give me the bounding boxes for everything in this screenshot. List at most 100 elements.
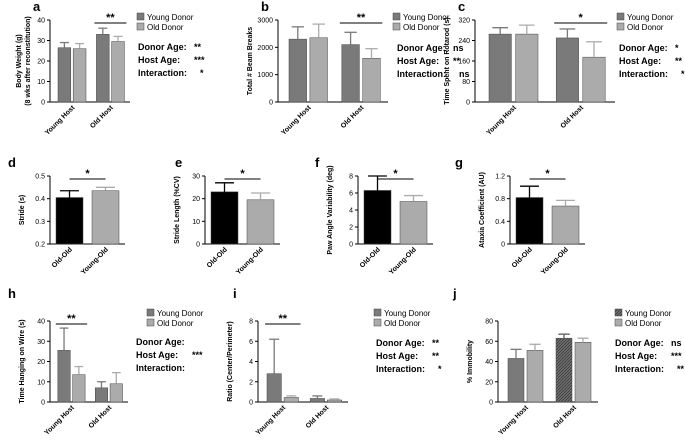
bar-old-old [210, 191, 239, 245]
bar-old-donor [526, 350, 544, 403]
y-axis-label: (8 wks after reconstitution) [25, 16, 32, 105]
y-axis-label: Stride (s) [19, 195, 26, 225]
significance-marker: ** [357, 12, 366, 24]
y-axis-label: Time Hanging on Wire (s) [19, 319, 26, 403]
stat-value: ns [459, 69, 470, 79]
panel-i: i 0 2 4 6 8 Ratio (Center/Perimeter) Young Host… [227, 286, 442, 437]
bar-young-donor [57, 47, 72, 103]
stat-label: Donor Age: [376, 338, 425, 348]
legend-entry: Old Donor [157, 319, 194, 328]
bar-old-donor [515, 33, 539, 103]
x-tick-label: Old-Old [51, 246, 74, 269]
legend-swatch [136, 22, 145, 31]
stat-value: ** [453, 56, 461, 66]
stat-value: * [681, 69, 685, 79]
y-tick-label: 30 [37, 339, 45, 346]
stat-label: Interaction: [619, 69, 668, 79]
y-axis-label: % Immobility [467, 340, 474, 383]
x-tick-label: Young-Old [235, 246, 265, 276]
significance-marker: * [545, 168, 550, 180]
legend-entry: Young Donor [403, 13, 450, 22]
significance-marker: * [85, 168, 90, 180]
legend-swatch [136, 12, 145, 21]
y-tick-label: 0.8 [495, 196, 505, 203]
bar-old-donor [362, 58, 381, 103]
y-tick-label: 0 [196, 242, 200, 249]
panel-letter: i [233, 286, 237, 301]
stat-value: *** [194, 55, 205, 65]
y-tick-label: 320 [458, 18, 470, 25]
stat-label: Interaction: [397, 69, 446, 79]
y-tick-label: 160 [458, 59, 470, 66]
legend-swatch [373, 318, 382, 327]
stat-label: Host Age: [619, 56, 661, 66]
x-tick-label: Old Host [89, 104, 115, 130]
panel-a: a 0 10 20 30 40 Body Weight (g) (8 wks after re… [16, 0, 205, 137]
bar-old-old [55, 197, 84, 245]
panel-d: d 0.2 0.3 0.4 0.5 Stride (s) Old-Old Young-Old * [8, 155, 125, 276]
y-tick-label: 30 [192, 174, 200, 181]
stat-label: Host Age: [376, 351, 418, 361]
stat-label: Interaction: [376, 364, 425, 374]
y-axis-label: Ataxia Coefficient (AU) [479, 172, 486, 248]
y-tick-label: 60 [485, 339, 493, 346]
stat-value: ** [194, 42, 202, 52]
bar-young-donor [266, 373, 282, 403]
x-tick-label: Young Host [498, 404, 531, 437]
bar-old-old [515, 197, 544, 245]
stat-value: ** [432, 338, 440, 348]
bar-young-donor [507, 358, 525, 403]
y-tick-label: 0 [489, 400, 493, 407]
bar-old-donor [72, 48, 87, 103]
y-tick-label: 0 [269, 100, 273, 107]
stat-value: *** [671, 351, 682, 361]
y-tick-label: 4 [249, 359, 253, 366]
bar-old-donor [327, 399, 342, 403]
stat-label: Interaction: [138, 68, 187, 78]
y-tick-label: 6 [349, 191, 353, 198]
y-tick-label: 80 [462, 79, 470, 86]
bar-young-donor [488, 33, 512, 103]
y-axis-label: Total # Beam Breaks [247, 27, 254, 95]
y-tick-label: 0.5 [35, 174, 45, 181]
legend-swatch [616, 12, 625, 21]
y-tick-label: 3000 [257, 18, 273, 25]
bar-young-donor [341, 44, 360, 103]
y-axis-label: Ratio (Center/Perimeter) [227, 321, 234, 402]
stat-value: ** [677, 364, 685, 374]
x-tick-label: Young Host [44, 404, 77, 437]
y-tick-label: 40 [485, 359, 493, 366]
legend-entry: Old Donor [147, 23, 184, 32]
y-tick-label: 0.3 [35, 219, 45, 226]
y-tick-label: 0 [41, 100, 45, 107]
y-tick-label: 0 [466, 100, 470, 107]
panel-letter: a [33, 0, 41, 14]
legend-swatch [614, 308, 623, 317]
y-tick-label: 240 [458, 38, 470, 45]
legend-swatch [614, 318, 623, 327]
stat-value: * [200, 68, 204, 78]
x-tick-label: Young Host [486, 104, 519, 137]
y-tick-label: 8 [349, 174, 353, 181]
panel-g: g 0 0.4 0.8 1.2 Ataxia Coefficient (AU) Old-Ol… [455, 155, 585, 276]
legend-swatch [146, 308, 155, 317]
panel-h: h 0 10 20 30 40 Time Hanging on Wire (s) Young … [8, 286, 204, 437]
bar-young-old [551, 205, 580, 245]
y-tick-label: 0 [501, 242, 505, 249]
legend-entry: Old Donor [384, 319, 421, 328]
y-tick-label: 1.2 [495, 174, 505, 181]
legend-entry: Old Donor [627, 23, 664, 32]
stat-value: * [675, 43, 679, 53]
panel-f: f 0 2 4 6 8 Paw Angle Variability (deg) Old-Old… [315, 155, 433, 276]
legend-swatch [146, 318, 155, 327]
panel-letter: c [458, 0, 465, 14]
legend-entry: Young Donor [625, 309, 672, 318]
y-tick-label: 0 [349, 242, 353, 249]
panel-letter: d [8, 155, 16, 170]
bar-young-donor [288, 38, 307, 103]
y-tick-label: 10 [37, 79, 45, 86]
stat-label: Donor Age: [397, 43, 446, 53]
stat-label: Donor Age: [136, 337, 185, 347]
stat-label: Host Age: [138, 55, 180, 65]
